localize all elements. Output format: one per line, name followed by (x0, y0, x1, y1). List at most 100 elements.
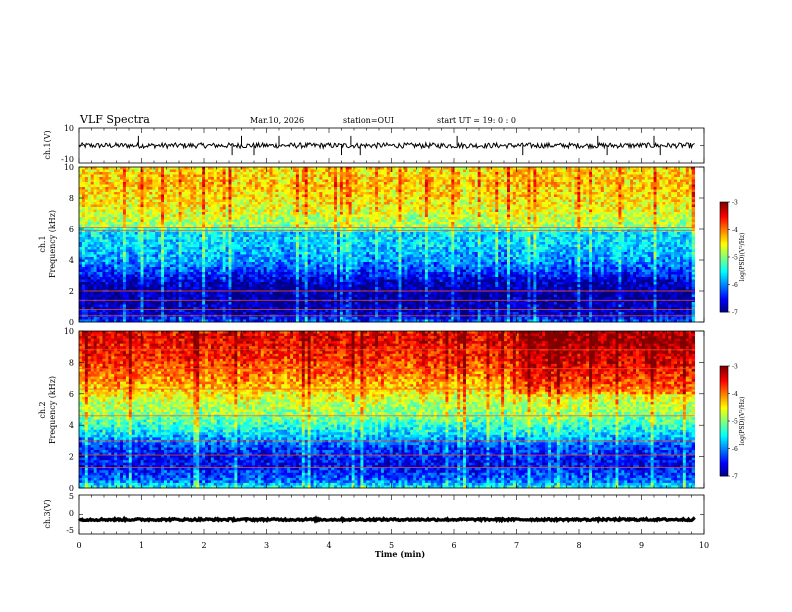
spectrogram-cell (354, 187, 358, 190)
spectrogram-cell (509, 204, 514, 208)
spectrogram-cell (647, 192, 652, 195)
spectrogram-cell (612, 204, 616, 208)
spectrogram-cell (524, 167, 528, 170)
spectrogram-cell (166, 199, 171, 203)
spectrogram-cell (331, 204, 335, 208)
spectrogram-cell (486, 219, 490, 223)
spectrogram-cell (190, 207, 194, 210)
spectrogram-cell (492, 172, 496, 175)
spectrogram-cell (448, 219, 452, 223)
spectrogram-cell (375, 217, 379, 220)
spectrogram-cell (149, 187, 153, 190)
spectrogram-cell (348, 169, 353, 173)
spectrogram-cell (249, 199, 253, 203)
spectrogram-cell (577, 209, 581, 213)
spectrogram-cell (331, 207, 335, 210)
spectrogram-cell (184, 209, 188, 213)
spectrogram-cell (360, 207, 364, 210)
spectrogram-cell (246, 199, 250, 203)
spectrogram-cell (386, 177, 391, 180)
spectrogram-cell (550, 172, 555, 175)
spectrogram-cell (345, 207, 350, 210)
spectrogram-cell (383, 187, 388, 190)
spectrogram-cell (677, 187, 681, 190)
spectrogram-cell (293, 172, 297, 175)
spectrogram-cell (430, 207, 435, 210)
spectrogram-cell (213, 177, 218, 180)
spectrogram-cell (301, 192, 306, 195)
spectrogram-cell (451, 189, 455, 193)
spectrogram-cell (395, 167, 399, 170)
spectrogram-cell (635, 202, 640, 205)
spectrogram-cell (586, 174, 590, 178)
spectrogram-cell (243, 209, 247, 213)
spectrogram-cell (416, 182, 420, 185)
spectrogram-cell (293, 182, 297, 185)
spectrogram-cell (193, 167, 197, 170)
spectrogram-cell (310, 194, 314, 198)
spectrogram-cell (117, 189, 121, 193)
spectrogram-cell (263, 217, 268, 220)
spectrogram-cell (120, 212, 124, 215)
spectrogram-cell (577, 207, 581, 210)
spectrogram-cell (463, 197, 467, 200)
spectrogram-cell (419, 217, 423, 220)
spectrogram-cell (316, 197, 320, 200)
spectrogram-cell (140, 207, 144, 210)
spectrogram-cell (331, 184, 335, 188)
spectrogram-cell (677, 217, 681, 220)
spectrogram-cell (128, 194, 133, 198)
spectrogram-cell (114, 199, 118, 203)
spectrogram-cell (122, 169, 127, 173)
spectrogram-cell (210, 167, 215, 170)
spectrogram-cell (222, 194, 226, 198)
spectrogram-cell (521, 207, 525, 210)
spectrogram-cell (128, 212, 133, 215)
spectrogram-cell (190, 202, 194, 205)
spectrogram-cell (290, 184, 294, 188)
spectrogram-cell (166, 204, 171, 208)
spectrogram-cell (521, 202, 525, 205)
spectrogram-cell (380, 199, 385, 203)
spectrogram-cell (621, 222, 625, 225)
spectrogram-cell (550, 214, 555, 218)
spectrogram-cell (677, 189, 681, 193)
spectrogram-cell (592, 172, 596, 175)
spectrogram-cell (120, 199, 124, 203)
spectrogram-cell (175, 209, 180, 213)
spectrogram-cell (451, 194, 455, 198)
spectrogram-cell (386, 169, 391, 173)
spectrogram-cell (460, 207, 464, 210)
spectrogram-cell (278, 204, 282, 208)
spectrogram-cell (322, 187, 326, 190)
spectrogram-cell (548, 222, 552, 225)
spectrogram-cell (606, 204, 611, 208)
spectrogram-cell (128, 217, 133, 220)
spectrogram-cell (571, 222, 575, 225)
spectrogram-cell (644, 167, 649, 170)
spectrogram-cell (448, 172, 452, 175)
spectrogram-cell (398, 197, 402, 200)
spectrogram-cell (372, 174, 376, 178)
spectrogram-cell (199, 207, 203, 210)
spectrogram-cell (342, 187, 347, 190)
spectrogram-cell (498, 189, 502, 193)
spectrogram-cell (169, 217, 174, 220)
spectrogram-cell (260, 192, 265, 195)
spectrogram-cell (471, 202, 476, 205)
spectrogram-cell (366, 222, 370, 225)
spectrogram-cell (146, 212, 150, 215)
spectrogram-cell (117, 167, 121, 170)
spectrogram-cell (577, 199, 581, 203)
spectrogram-cell (421, 167, 426, 170)
spectrogram-cell (492, 219, 496, 223)
spectrogram-cell (612, 194, 616, 198)
spectrogram-cell (272, 182, 276, 185)
spectrogram-cell (395, 204, 399, 208)
spectrogram-cell (342, 184, 347, 188)
spectrogram-cell (102, 214, 106, 218)
spectrogram-cell (480, 169, 484, 173)
spectrogram-cell (213, 172, 218, 175)
spectrogram-cell (463, 202, 467, 205)
spectrogram-cell (548, 217, 552, 220)
